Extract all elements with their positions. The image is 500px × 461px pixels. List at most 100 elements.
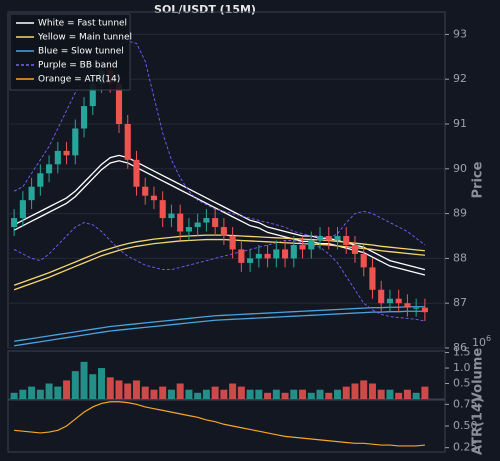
candle-body — [413, 307, 420, 309]
y-tick-label: 0.75 — [453, 397, 478, 410]
volume-bar — [403, 389, 411, 399]
candle-body — [290, 244, 297, 259]
candle-body — [360, 253, 367, 268]
volume-bar — [386, 389, 394, 399]
volume-bar — [211, 386, 219, 399]
candle-body — [212, 218, 219, 228]
volume-bar — [176, 383, 184, 399]
legend-label: Orange = ATR(14) — [38, 75, 120, 85]
candle-body — [54, 150, 61, 165]
candle-body — [46, 164, 53, 174]
candle-body — [37, 173, 44, 187]
y-tick-label: 92 — [453, 72, 467, 85]
volume-bar — [307, 392, 315, 399]
volume-bar — [334, 389, 341, 399]
volume-bar — [360, 380, 368, 399]
candle-body — [159, 200, 166, 219]
candle-body — [177, 213, 184, 232]
y-tick-label: 90 — [453, 162, 467, 175]
volume-bar — [202, 389, 210, 399]
volume-bar — [150, 389, 158, 399]
legend-label: Purple = BB band — [38, 61, 118, 71]
candle-body — [142, 186, 149, 196]
candle-body — [238, 249, 245, 263]
volume-bar — [19, 389, 27, 399]
volume-bar — [194, 392, 202, 399]
volume-bar — [159, 386, 167, 399]
volume-bar — [124, 383, 132, 399]
volume-bar — [167, 389, 175, 399]
candle-body — [264, 253, 271, 259]
volume-bar — [272, 389, 280, 399]
candle-body — [229, 236, 236, 250]
candle-body — [325, 236, 332, 241]
volume-bar — [10, 392, 18, 399]
y-tick-label: 0.25 — [453, 441, 478, 454]
candle-body — [133, 159, 140, 187]
legend-label: Yellow = Main tunnel — [37, 33, 132, 43]
candle-body — [194, 222, 201, 228]
y-tick-label: 1.0 — [453, 361, 471, 374]
candle-body — [89, 83, 96, 107]
indicator-line — [13, 222, 425, 322]
scale-exponent: 6 — [486, 334, 491, 343]
candle-body — [281, 249, 289, 259]
volume-bar — [264, 392, 272, 399]
y-tick-label: 89 — [453, 207, 467, 220]
candle-body — [308, 240, 315, 250]
candle-body — [115, 83, 123, 124]
y-tick-label: 86 — [453, 341, 467, 354]
y-tick-label: 88 — [453, 251, 467, 264]
volume-bar — [368, 383, 376, 399]
candle-body — [220, 227, 227, 236]
volume-bar — [54, 386, 62, 399]
candle-body — [316, 236, 324, 241]
candle-body — [80, 106, 88, 129]
volume-bar — [246, 389, 254, 399]
volume-bar — [185, 389, 193, 399]
candle-body — [421, 307, 428, 313]
volume-bar — [395, 392, 403, 399]
y-axis-label: Volume — [471, 348, 486, 403]
volume-bar — [220, 389, 228, 399]
volume-bar — [63, 380, 71, 399]
y-tick-label: 0.50 — [453, 419, 478, 432]
candle-body — [63, 150, 70, 156]
y-tick-label: 0.5 — [453, 377, 471, 390]
volume-bar — [255, 389, 263, 399]
volume-bar — [89, 374, 97, 399]
volume-bar — [36, 389, 44, 399]
candle-body — [11, 218, 18, 228]
y-tick-label: 87 — [453, 296, 467, 309]
legend-label: White = Fast tunnel — [38, 19, 127, 29]
indicator-line — [13, 234, 425, 286]
candle-body — [28, 186, 35, 201]
volume-bar — [80, 361, 88, 399]
volume-bar — [316, 389, 324, 399]
candle-body — [255, 253, 262, 259]
volume-bar — [377, 389, 385, 399]
chart-title: SOL/USDT (15M) — [154, 3, 256, 16]
candle-body — [395, 298, 402, 304]
legend: White = Fast tunnel Yellow = Main tunnel B… — [9, 13, 132, 91]
volume-bar — [115, 380, 123, 399]
candle-body — [386, 298, 393, 304]
legend-label: Blue = Slow tunnel — [38, 47, 124, 57]
candle-body — [299, 244, 306, 250]
candle-body — [150, 195, 158, 201]
volume-bar — [45, 383, 53, 399]
volume-bar — [281, 392, 289, 399]
y-tick-label: 91 — [453, 117, 467, 130]
volume-bar — [412, 392, 420, 399]
volume-bar — [237, 386, 245, 399]
scale-label: 106 — [472, 334, 491, 350]
legend-box — [9, 13, 131, 91]
volume-bar — [351, 383, 359, 399]
candle-body — [185, 227, 192, 232]
volume-bar — [325, 392, 333, 399]
volume-bar — [229, 383, 237, 399]
candle-body — [369, 267, 376, 290]
candle-body — [343, 236, 350, 245]
y-tick-label: 93 — [453, 27, 467, 40]
